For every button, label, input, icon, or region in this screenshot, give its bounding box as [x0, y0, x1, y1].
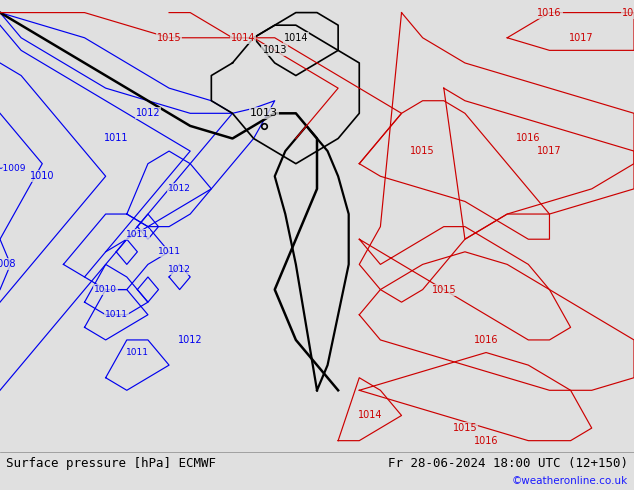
Text: 1015: 1015 — [410, 146, 435, 156]
Text: Surface pressure [hPa] ECMWF: Surface pressure [hPa] ECMWF — [6, 457, 216, 469]
Text: 1014: 1014 — [283, 33, 308, 43]
Text: 1015: 1015 — [453, 423, 477, 433]
Text: 1013: 1013 — [250, 108, 278, 118]
Text: 1016: 1016 — [537, 7, 562, 18]
Text: 1016: 1016 — [474, 335, 498, 345]
Text: 1012: 1012 — [178, 335, 202, 345]
Text: 1012: 1012 — [136, 108, 160, 118]
Text: 1012: 1012 — [168, 184, 191, 194]
Text: 1017: 1017 — [537, 146, 562, 156]
Text: 1015: 1015 — [622, 7, 634, 18]
Text: ©weatheronline.co.uk: ©weatheronline.co.uk — [512, 476, 628, 486]
Text: 1013: 1013 — [262, 46, 287, 55]
Text: 1011: 1011 — [105, 310, 127, 319]
Text: 1012: 1012 — [168, 265, 191, 274]
Text: 1010: 1010 — [94, 285, 117, 294]
Text: 1015: 1015 — [432, 285, 456, 294]
Text: 1014: 1014 — [231, 33, 256, 43]
Text: 1011: 1011 — [126, 348, 149, 357]
Text: Fr 28-06-2024 18:00 UTC (12+150): Fr 28-06-2024 18:00 UTC (12+150) — [387, 457, 628, 469]
Text: 1016: 1016 — [474, 436, 498, 446]
Text: 1011: 1011 — [126, 230, 149, 239]
Text: 1014: 1014 — [358, 411, 382, 420]
Text: 1011: 1011 — [158, 247, 181, 256]
Text: 1008: 1008 — [0, 259, 16, 270]
Text: ~1009: ~1009 — [0, 164, 26, 173]
Text: 1010: 1010 — [30, 172, 55, 181]
Text: 1017: 1017 — [569, 33, 593, 43]
Text: 1016: 1016 — [516, 133, 541, 144]
Text: 1015: 1015 — [157, 33, 181, 43]
Text: 1011: 1011 — [104, 133, 129, 144]
